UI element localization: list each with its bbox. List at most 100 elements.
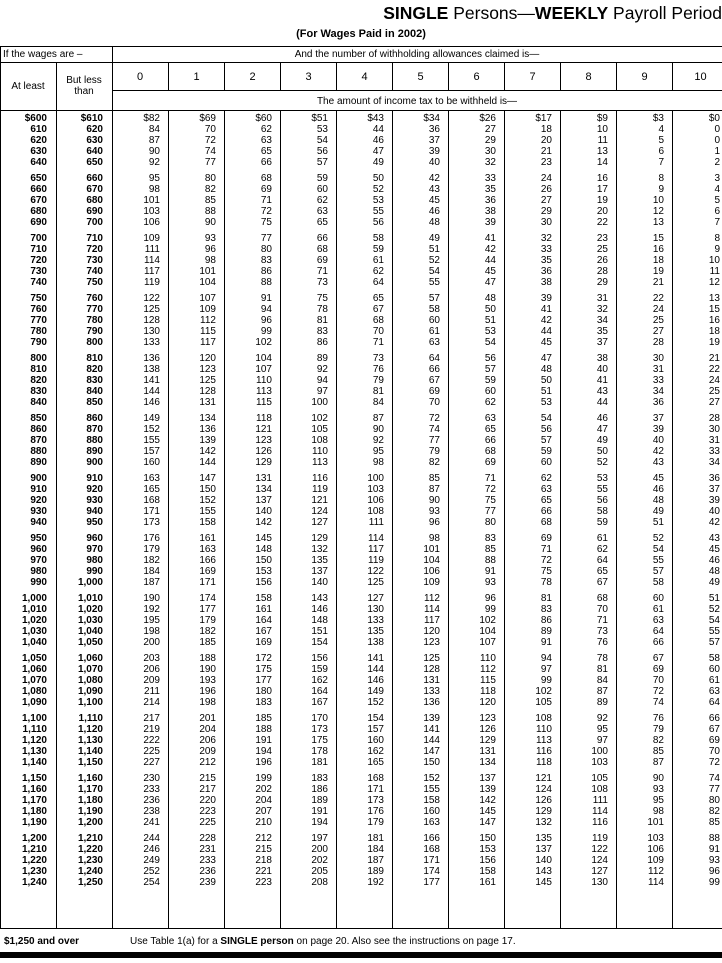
- tax-amount-cell: 164: [311, 686, 328, 697]
- table-row: 990 1,000 187 171 156 140 125 109 93 78 67 58 49: [0, 577, 722, 588]
- tax-amount-cell: 13: [708, 293, 720, 304]
- allowance-column-header: 2: [224, 63, 280, 90]
- at-least-cell: 880: [30, 446, 47, 457]
- tax-amount-cell: 28: [708, 413, 720, 424]
- tax-amount-cell: 56: [540, 424, 552, 435]
- tax-amount-cell: 198: [199, 697, 216, 708]
- tax-amount-cell: 47: [596, 424, 608, 435]
- tax-amount-cell: 75: [540, 566, 552, 577]
- at-least-cell: 1,070: [21, 675, 47, 686]
- tax-amount-cell: 56: [316, 146, 328, 157]
- tax-amount-cell: 51: [708, 593, 720, 604]
- tax-amount-cell: 168: [143, 495, 160, 506]
- tax-amount-cell: 151: [311, 626, 328, 637]
- tax-amount-cell: 54: [484, 337, 496, 348]
- tax-amount-cell: 74: [708, 773, 720, 784]
- wage-row-group: 1,100 1,110 217 201 185 170 154 139 123 108 92 76 66…: [0, 713, 722, 768]
- tax-amount-cell: 81: [540, 593, 552, 604]
- tax-amount-cell: 143: [311, 593, 328, 604]
- tax-amount-cell: 63: [652, 615, 664, 626]
- tax-amount-cell: 51: [540, 386, 552, 397]
- tax-amount-cell: 8: [658, 173, 664, 184]
- tax-amount-cell: 99: [484, 604, 496, 615]
- tax-amount-cell: 163: [143, 473, 160, 484]
- tax-amount-cell: 65: [372, 293, 384, 304]
- tax-amount-cell: 205: [311, 866, 328, 877]
- but-less-than-cell: 640: [86, 146, 103, 157]
- tax-amount-cell: 138: [367, 637, 384, 648]
- tax-amount-cell: 53: [596, 473, 608, 484]
- table-row: 1,210 1,220 246 231 215 200 184 168 153 137 122 106…: [0, 844, 722, 855]
- tax-amount-cell: 58: [708, 653, 720, 664]
- tax-amount-cell: 116: [312, 473, 328, 484]
- tax-amount-cell: 118: [536, 757, 552, 768]
- tax-amount-cell: 77: [204, 157, 216, 168]
- tax-amount-cell: 72: [484, 484, 496, 495]
- tax-amount-cell: 75: [316, 293, 328, 304]
- at-least-cell: 1,100: [21, 713, 47, 724]
- tax-amount-cell: 79: [652, 724, 664, 735]
- but-less-than-cell: 1,110: [78, 713, 103, 724]
- tax-amount-cell: 90: [204, 217, 216, 228]
- table-row: 1,150 1,160 230 215 199 183 168 152 137 121 105 90 7…: [0, 773, 722, 784]
- tax-amount-cell: 170: [311, 713, 328, 724]
- tax-amount-cell: 24: [540, 173, 552, 184]
- tax-amount-cell: 166: [423, 833, 440, 844]
- tax-amount-cell: 19: [708, 337, 720, 348]
- tax-amount-cell: 194: [255, 746, 272, 757]
- tax-amount-cell: 39: [428, 146, 440, 157]
- tax-amount-cell: 46: [708, 555, 720, 566]
- allowance-column-header: 1: [168, 63, 224, 90]
- table-row: 1,240 1,250 254 239 223 208 192 177 161 145 130 114…: [0, 877, 722, 888]
- tax-amount-cell: 108: [591, 784, 608, 795]
- tax-amount-cell: 101: [423, 544, 440, 555]
- tax-amount-cell: 120: [199, 353, 216, 364]
- tax-amount-cell: 101: [647, 817, 664, 828]
- tax-amount-cell: 96: [484, 593, 496, 604]
- tax-amount-cell: 38: [540, 277, 552, 288]
- wage-row-group: 1,200 1,210 244 228 212 197 181 166 150 135 119 103…: [0, 833, 722, 888]
- tax-amount-cell: 44: [596, 397, 608, 408]
- but-less-than-cell: 860: [86, 413, 103, 424]
- tax-amount-cell: 32: [596, 304, 608, 315]
- tax-amount-cell: 188: [199, 653, 216, 664]
- table-row: 680 690 103 88 72 63 55 46 38 29 20 12 6: [0, 206, 722, 217]
- table-row: 710 720 111 96 80 68 59 51 42 33 25 16 9: [0, 244, 722, 255]
- tax-amount-cell: 125: [199, 375, 216, 386]
- tax-amount-cell: 40: [708, 506, 720, 517]
- tax-amount-cell: 54: [652, 544, 664, 555]
- tax-amount-cell: 71: [260, 195, 272, 206]
- tax-amount-cell: 182: [199, 626, 216, 637]
- tax-amount-cell: 137: [311, 566, 328, 577]
- tax-amount-cell: 101: [143, 195, 160, 206]
- tax-amount-cell: 134: [479, 757, 496, 768]
- tax-amount-cell: 16: [708, 315, 720, 326]
- tax-amount-cell: 164: [255, 615, 272, 626]
- tax-amount-cell: 49: [596, 435, 608, 446]
- table-row: 820 830 141 125 110 94 79 67 59 50 41 33 24: [0, 375, 722, 386]
- tax-amount-cell: 169: [255, 637, 272, 648]
- tax-amount-cell: 93: [708, 855, 720, 866]
- tax-amount-cell: 115: [480, 675, 496, 686]
- tax-amount-cell: 74: [652, 697, 664, 708]
- at-least-cell: 1,050: [21, 653, 47, 664]
- tax-amount-cell: 103: [367, 484, 384, 495]
- tax-amount-cell: 62: [372, 266, 384, 277]
- tax-amount-cell: 82: [428, 457, 440, 468]
- but-less-than-cell: 670: [86, 184, 103, 195]
- tax-amount-cell: 6: [658, 146, 664, 157]
- tax-amount-cell: 103: [647, 833, 664, 844]
- tax-amount-cell: 107: [199, 293, 216, 304]
- allowance-column-header: 5: [392, 63, 448, 90]
- but-less-than-cell: 1,130: [77, 735, 103, 746]
- table-body: $600 $610 $82 $69 $60 $51 $43 $34 $26 $17 $9 $3 $0 61…: [0, 113, 722, 893]
- tax-amount-cell: 141: [423, 724, 440, 735]
- tax-amount-cell: 125: [423, 653, 440, 664]
- tax-amount-cell: 64: [428, 353, 440, 364]
- tax-amount-cell: 1: [714, 146, 720, 157]
- but-less-than-cell: 1,170: [77, 784, 103, 795]
- tax-amount-cell: 43: [428, 184, 440, 195]
- table-row: 840 850 146 131 115 100 84 70 62 53 44 36 27: [0, 397, 722, 408]
- wage-row-group: 1,000 1,010 190 174 158 143 127 112 96 81 68 60 51 1,…: [0, 593, 722, 648]
